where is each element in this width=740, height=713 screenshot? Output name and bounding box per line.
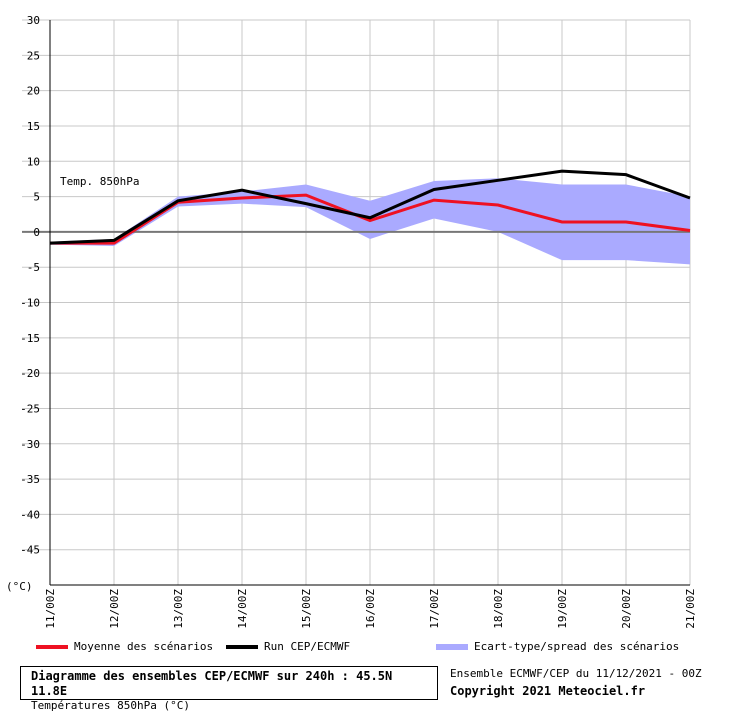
y-tick-label: -35 [20, 473, 40, 486]
run-info: Ensemble ECMWF/CEP du 11/12/2021 - 00Z [450, 667, 702, 680]
y-tick-label: -30 [20, 438, 40, 451]
chart-title-box: Diagramme des ensembles CEP/ECMWF sur 24… [20, 666, 438, 712]
chart-plot: 30 25 20 15 10 5 0 -5 -10 -15 -20 -25 -30 -35 -40 -45 11… [6, 14, 697, 629]
y-tick-label: 5 [33, 191, 40, 204]
x-tick-label: 16/00Z [364, 589, 377, 629]
legend-swatch-run [226, 644, 258, 649]
series-line-mean [50, 193, 691, 245]
legend-swatch-spread [436, 643, 468, 650]
y-tick-label: 30 [27, 14, 40, 27]
y-tick-label: -10 [20, 297, 40, 310]
y-tick-label: -20 [20, 367, 40, 380]
y-tick-label: -15 [20, 332, 40, 345]
legend-item-run: Run CEP/ECMWF [226, 640, 350, 653]
y-tick-label: 15 [27, 120, 40, 133]
y-tick-label: 0 [33, 226, 40, 239]
legend-swatch-mean [36, 644, 68, 649]
series-line-run [49, 169, 691, 245]
chart-title: Diagramme des ensembles CEP/ECMWF sur 24… [31, 669, 393, 698]
legend-label-run: Run CEP/ECMWF [264, 640, 351, 653]
y-tick-label: -25 [20, 402, 40, 415]
y-tick-label: 10 [27, 155, 40, 168]
x-tick-label: 11/00Z [44, 589, 57, 629]
x-tick-label: 21/00Z [684, 589, 697, 629]
legend-label-spread: Ecart-type/spread des scénarios [474, 640, 680, 653]
y-tick-label: 20 [27, 85, 40, 98]
x-tick-label: 12/00Z [108, 589, 121, 629]
legend-item-mean: Moyenne des scénarios [36, 640, 213, 653]
y-unit-label: (°C) [6, 580, 33, 593]
copyright: Copyright 2021 Meteociel.fr [450, 684, 646, 698]
grid [22, 19, 691, 585]
x-tick-label: 17/00Z [428, 589, 441, 629]
y-tick-label: 25 [27, 49, 40, 62]
x-tick-label: 20/00Z [620, 589, 633, 629]
x-tick-label: 14/00Z [236, 589, 249, 629]
x-tick-label: 19/00Z [556, 589, 569, 629]
y-tick-label: -40 [20, 508, 40, 521]
x-tick-label: 18/00Z [492, 589, 505, 629]
x-tick-label: 15/00Z [300, 589, 313, 629]
x-tick-label: 13/00Z [172, 589, 185, 629]
chart-annotation: Temp. 850hPa [60, 175, 139, 188]
legend-item-spread: Ecart-type/spread des scénarios [436, 640, 679, 653]
y-tick-label: -45 [20, 544, 40, 557]
y-tick-label: -5 [27, 261, 40, 274]
legend-label-mean: Moyenne des scénarios [74, 640, 214, 653]
chart-subtitle: Températures 850hPa (°C) [31, 699, 190, 712]
